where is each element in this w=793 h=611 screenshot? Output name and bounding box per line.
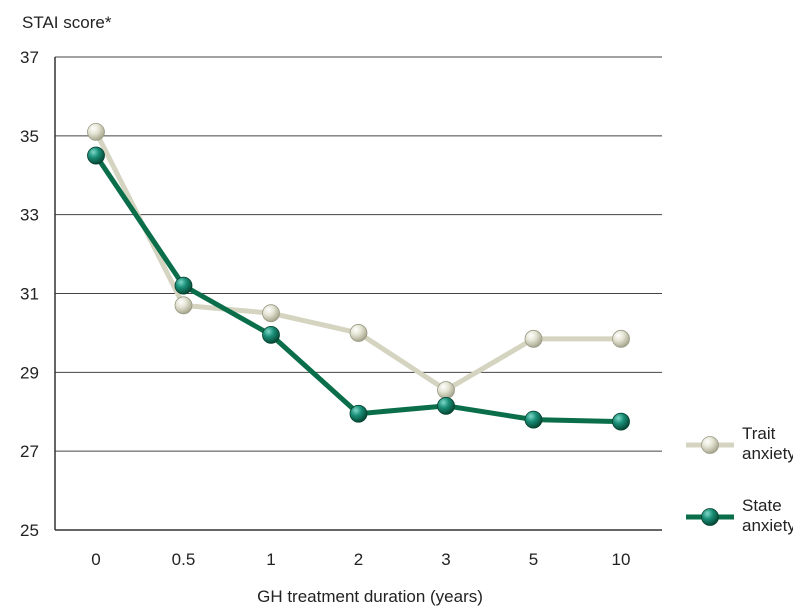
legend-label: anxiety bbox=[742, 516, 793, 535]
x-tick-label: 0.5 bbox=[172, 550, 196, 569]
legend-marker bbox=[701, 436, 719, 454]
x-tick-labels: 0 0.5 1 2 3 5 10 bbox=[91, 550, 630, 569]
x-axis-label: GH treatment duration (years) bbox=[257, 587, 483, 606]
axes bbox=[54, 57, 662, 531]
y-tick-label: 35 bbox=[20, 127, 39, 146]
x-tick-label: 10 bbox=[612, 550, 631, 569]
y-axis-label: STAI score* bbox=[22, 13, 112, 32]
data-point bbox=[612, 329, 630, 348]
data-point bbox=[349, 404, 368, 423]
x-tick-label: 2 bbox=[354, 550, 363, 569]
grid-lines bbox=[55, 56, 662, 452]
y-tick-label: 37 bbox=[20, 48, 39, 67]
data-point bbox=[174, 276, 193, 295]
data-point bbox=[437, 381, 455, 399]
data-point bbox=[87, 146, 105, 165]
data-point bbox=[262, 304, 280, 323]
x-tick-label: 0 bbox=[91, 550, 100, 569]
x-tick-label: 1 bbox=[266, 550, 275, 569]
y-tick-label: 33 bbox=[20, 206, 39, 225]
legend-label: Trait bbox=[742, 424, 776, 443]
y-tick-label: 31 bbox=[20, 285, 39, 304]
y-tick-label: 27 bbox=[20, 442, 39, 461]
data-point bbox=[87, 122, 105, 141]
series-line-trait bbox=[93, 130, 621, 393]
data-point bbox=[524, 329, 543, 348]
y-tick-labels: 25 27 29 31 33 35 37 bbox=[20, 48, 39, 540]
data-point bbox=[349, 324, 368, 342]
series bbox=[87, 122, 630, 431]
data-point bbox=[612, 412, 630, 431]
data-point bbox=[262, 325, 280, 344]
y-tick-label: 25 bbox=[20, 521, 39, 540]
x-tick-label: 3 bbox=[441, 550, 450, 569]
legend-marker bbox=[701, 508, 719, 526]
x-tick-label: 5 bbox=[529, 550, 538, 569]
data-point bbox=[174, 296, 193, 315]
y-tick-label: 29 bbox=[20, 363, 39, 382]
data-point bbox=[524, 410, 543, 429]
legend-label: anxiety bbox=[742, 444, 793, 463]
legend-label: State bbox=[742, 496, 782, 515]
data-point bbox=[437, 396, 455, 415]
